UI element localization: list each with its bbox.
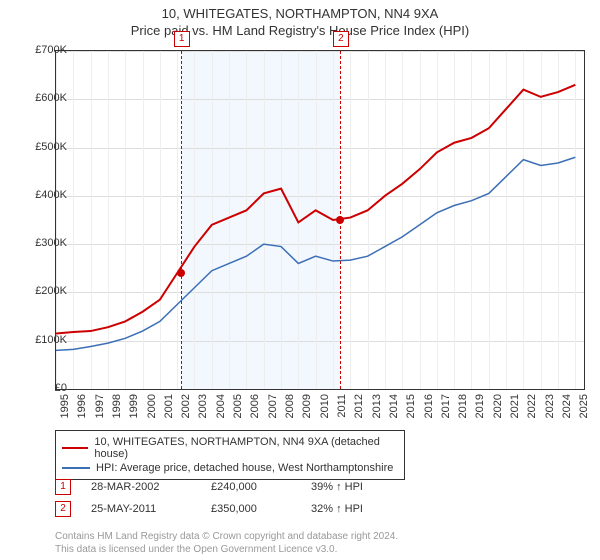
x-axis-label: 2002 [180, 394, 192, 424]
legend-swatch [62, 467, 90, 469]
marker-number-box: 1 [174, 31, 190, 47]
x-axis-label: 2016 [423, 394, 435, 424]
x-axis-label: 2020 [492, 394, 504, 424]
y-axis-label: £400K [15, 189, 67, 201]
footer-attribution: Contains HM Land Registry data © Crown c… [55, 531, 398, 556]
chart-lines [56, 51, 584, 389]
footer-line: Contains HM Land Registry data © Crown c… [55, 531, 398, 544]
x-axis-label: 1996 [76, 394, 88, 424]
x-axis-label: 1997 [94, 394, 106, 424]
x-axis-label: 2014 [388, 394, 400, 424]
table-row: 2 25-MAY-2011 £350,000 32% ↑ HPI [55, 498, 363, 520]
x-axis-label: 2013 [371, 394, 383, 424]
series-property [56, 85, 575, 334]
x-axis-label: 2017 [440, 394, 452, 424]
x-axis-label: 1995 [59, 394, 71, 424]
page-title: 10, WHITEGATES, NORTHAMPTON, NN4 9XA [0, 0, 600, 23]
transaction-price: £240,000 [211, 481, 291, 493]
legend-label: 10, WHITEGATES, NORTHAMPTON, NN4 9XA (de… [94, 436, 398, 460]
transaction-hpi-diff: 32% ↑ HPI [311, 503, 363, 515]
transaction-hpi-diff: 39% ↑ HPI [311, 481, 363, 493]
x-axis-label: 2005 [232, 394, 244, 424]
x-axis-label: 2003 [197, 394, 209, 424]
x-axis-label: 2008 [284, 394, 296, 424]
x-axis-label: 2022 [526, 394, 538, 424]
x-axis-label: 2000 [146, 394, 158, 424]
legend-item: HPI: Average price, detached house, West… [62, 461, 398, 475]
y-axis-label: £600K [15, 92, 67, 104]
series-hpi [56, 157, 575, 350]
y-axis-label: £300K [15, 237, 67, 249]
x-axis-label: 2015 [405, 394, 417, 424]
x-axis-label: 1998 [111, 394, 123, 424]
x-axis-label: 2025 [578, 394, 590, 424]
y-axis-label: £0 [15, 382, 67, 394]
x-axis-label: 2007 [267, 394, 279, 424]
page-subtitle: Price paid vs. HM Land Registry's House … [0, 23, 600, 42]
x-axis-label: 2019 [474, 394, 486, 424]
x-axis-label: 2018 [457, 394, 469, 424]
x-axis-label: 2001 [163, 394, 175, 424]
x-axis-label: 2004 [215, 394, 227, 424]
footer-line: This data is licensed under the Open Gov… [55, 544, 398, 557]
x-axis-label: 2010 [319, 394, 331, 424]
y-axis-label: £100K [15, 334, 67, 346]
x-axis-label: 2024 [561, 394, 573, 424]
x-axis-label: 2023 [544, 394, 556, 424]
table-row: 1 28-MAR-2002 £240,000 39% ↑ HPI [55, 476, 363, 498]
y-axis-label: £500K [15, 141, 67, 153]
line-chart: 12 [55, 50, 585, 390]
legend-label: HPI: Average price, detached house, West… [96, 462, 393, 474]
x-axis-label: 2006 [249, 394, 261, 424]
marker-number-box: 2 [55, 501, 71, 517]
transactions-table: 1 28-MAR-2002 £240,000 39% ↑ HPI 2 25-MA… [55, 476, 363, 520]
y-axis-label: £700K [15, 44, 67, 56]
x-axis-label: 2009 [301, 394, 313, 424]
transaction-price: £350,000 [211, 503, 291, 515]
legend-item: 10, WHITEGATES, NORTHAMPTON, NN4 9XA (de… [62, 435, 398, 461]
x-axis-label: 1999 [128, 394, 140, 424]
transaction-point [336, 216, 344, 224]
x-axis-label: 2021 [509, 394, 521, 424]
transaction-point [177, 269, 185, 277]
marker-number-box: 1 [55, 479, 71, 495]
x-axis-label: 2012 [353, 394, 365, 424]
transaction-date: 25-MAY-2011 [91, 503, 191, 515]
transaction-date: 28-MAR-2002 [91, 481, 191, 493]
marker-number-box: 2 [333, 31, 349, 47]
legend-swatch [62, 447, 88, 449]
legend: 10, WHITEGATES, NORTHAMPTON, NN4 9XA (de… [55, 430, 405, 480]
y-axis-label: £200K [15, 285, 67, 297]
x-axis-label: 2011 [336, 394, 348, 424]
